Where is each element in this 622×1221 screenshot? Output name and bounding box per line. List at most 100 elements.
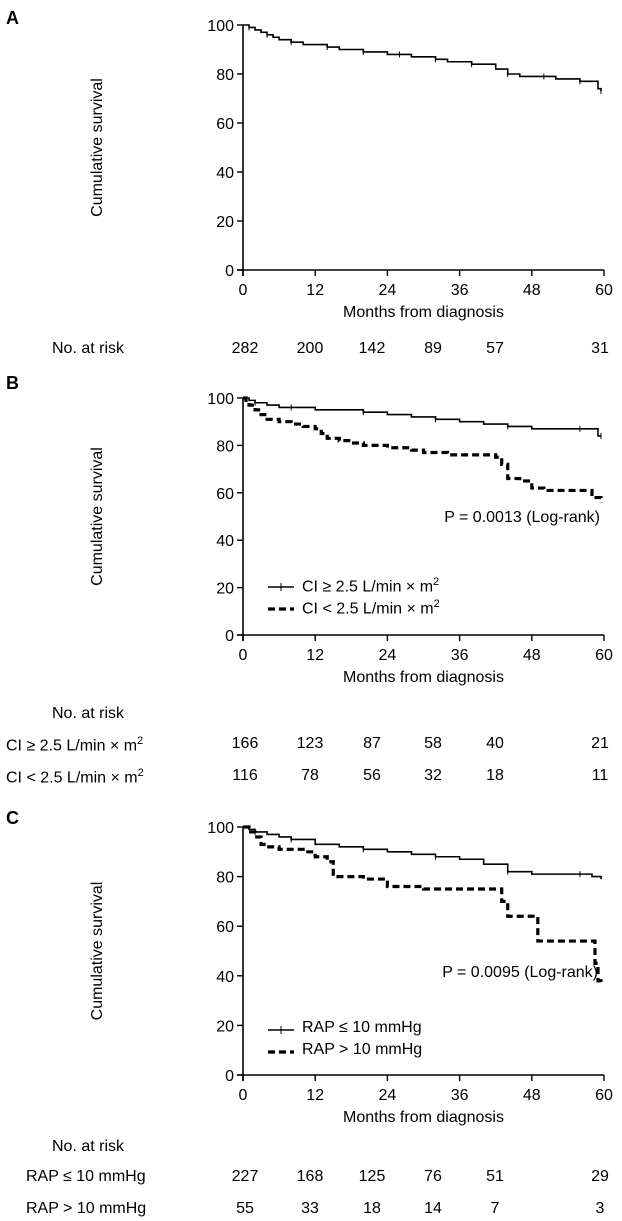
x-axis-label: Months from diagnosis — [343, 669, 504, 686]
x-tick-label: 36 — [451, 282, 469, 299]
risk-count: 3 — [595, 1200, 605, 1217]
x-axis-label: Months from diagnosis — [343, 1109, 504, 1126]
series-line-0 — [243, 397, 601, 437]
risk-row-label-0-text: RAP ≤ 10 mmHg — [26, 1168, 146, 1185]
risk-count: 32 — [424, 767, 442, 784]
risk-count: 227 — [231, 1168, 259, 1185]
x-tick-label: 24 — [379, 647, 397, 664]
risk-row-label-1-superscript: 2 — [137, 767, 144, 779]
risk-count: 166 — [231, 735, 259, 752]
risk-count: 18 — [363, 1200, 381, 1217]
risk-count: 55 — [236, 1200, 254, 1217]
x-tick-label: 48 — [523, 282, 541, 299]
y-tick-label: 80 — [216, 67, 234, 84]
risk-count: 78 — [301, 767, 319, 784]
y-axis-label: Cumulative survival — [89, 447, 106, 586]
risk-count: 33 — [301, 1200, 319, 1217]
y-tick-label: 40 — [216, 969, 234, 986]
y-tick-label: 100 — [207, 391, 234, 408]
x-tick-label: 60 — [595, 282, 613, 299]
survival-plot: 0 20 40 60 80 100 0 12 24 36 48 60 Months from diagn… — [89, 820, 613, 1126]
x-tick-label: 12 — [306, 282, 324, 299]
y-tick-label: 40 — [216, 165, 234, 182]
x-tick-label: 60 — [595, 647, 613, 664]
panel-b: B 0 20 40 60 80 100 0 12 24 36 48 60 Months from diag… — [0, 365, 622, 786]
x-tick-label: 36 — [451, 1087, 469, 1104]
risk-row-label-1: RAP > 10 mmHg — [26, 1200, 146, 1218]
y-tick-label: 20 — [216, 581, 234, 598]
risk-count: 89 — [424, 340, 442, 357]
risk-count: 11 — [591, 767, 609, 784]
y-tick-label: 40 — [216, 533, 234, 550]
y-tick-label: 20 — [216, 1018, 234, 1035]
y-tick-label: 100 — [207, 820, 234, 837]
risk-count: 31 — [591, 340, 609, 357]
x-tick-label: 48 — [523, 1087, 541, 1104]
risk-table-title: No. at risk — [52, 705, 125, 722]
risk-count: 7 — [490, 1200, 500, 1217]
legend-label-0-text: RAP ≤ 10 mmHg — [302, 1019, 422, 1036]
x-tick-label: 0 — [239, 647, 248, 664]
series-line-0 — [243, 24, 602, 92]
y-axis-label: Cumulative survival — [89, 882, 106, 1021]
risk-count: 76 — [424, 1168, 442, 1185]
risk-table-title: No. at risk — [52, 1138, 125, 1155]
y-tick-label: 0 — [225, 263, 234, 280]
x-tick-label: 24 — [379, 282, 397, 299]
risk-count: 21 — [591, 735, 609, 752]
y-tick-label: 100 — [207, 18, 234, 35]
risk-row-label-1-text: RAP > 10 mmHg — [26, 1200, 147, 1217]
survival-plot: 0 20 40 60 80 100 0 12 24 36 48 60 Months from diagn… — [89, 18, 613, 321]
risk-count: 116 — [232, 767, 258, 784]
risk-count: 87 — [363, 735, 381, 752]
risk-count: 14 — [424, 1200, 442, 1217]
panel-letter: A — [6, 8, 19, 28]
series-line-1 — [243, 396, 603, 503]
y-tick-label: 60 — [216, 919, 234, 936]
log-rank-annotation: P = 0.0095 (Log-rank) — [442, 964, 598, 981]
legend-label-1-text: RAP > 10 mmHg — [302, 1041, 423, 1058]
survival-plot: 0 20 40 60 80 100 0 12 24 36 48 60 Months from diagn… — [89, 391, 613, 686]
risk-count: 58 — [424, 735, 442, 752]
legend-label-1-text: CI < 2.5 L/min × m — [302, 600, 434, 618]
x-tick-label: 0 — [239, 1087, 248, 1104]
y-tick-label: 60 — [216, 116, 234, 133]
legend-label-0: RAP ≤ 10 mmHg — [302, 1019, 422, 1037]
y-tick-label: 80 — [216, 438, 234, 455]
legend-label-1: RAP > 10 mmHg — [302, 1041, 422, 1059]
risk-row-label-0: CI ≥ 2.5 L/min × m2 — [6, 735, 143, 755]
y-tick-label: 0 — [225, 628, 234, 645]
series-line-1 — [243, 825, 603, 986]
risk-row-label-0: RAP ≤ 10 mmHg — [26, 1168, 146, 1186]
risk-count: 282 — [231, 340, 259, 357]
x-tick-label: 48 — [523, 647, 541, 664]
risk-count: 125 — [358, 1168, 386, 1185]
y-tick-label: 0 — [225, 1068, 234, 1085]
risk-count: 51 — [486, 1168, 504, 1185]
risk-count: 40 — [486, 735, 504, 752]
risk-row-label-1-text: CI < 2.5 L/min × m — [6, 769, 138, 787]
x-tick-label: 24 — [379, 1087, 397, 1104]
risk-row-label-1: CI < 2.5 L/min × m2 — [6, 767, 144, 787]
legend-label-1-superscript: 2 — [433, 598, 440, 610]
risk-row-label-0-text: CI ≥ 2.5 L/min × m — [6, 737, 138, 755]
x-axis-label: Months from diagnosis — [343, 304, 504, 321]
legend-label-0-text: CI ≥ 2.5 L/min × m — [302, 578, 434, 596]
series-line-0 — [243, 826, 602, 880]
x-tick-label: 36 — [451, 647, 469, 664]
risk-count: 57 — [486, 340, 504, 357]
panel-letter: B — [6, 373, 19, 393]
x-tick-label: 60 — [595, 1087, 613, 1104]
risk-count: 29 — [591, 1168, 609, 1185]
y-axis-label: Cumulative survival — [89, 78, 106, 217]
y-tick-label: 20 — [216, 214, 234, 231]
legend-label-1: CI < 2.5 L/min × m2 — [302, 598, 440, 618]
risk-row-label-0-superscript: 2 — [137, 735, 144, 747]
risk-table-title: No. at risk — [52, 340, 125, 357]
x-tick-label: 0 — [239, 282, 248, 299]
panel-c: C 0 20 40 60 80 100 0 12 24 36 48 60 Months from diag… — [0, 800, 622, 1217]
legend-label-0: CI ≥ 2.5 L/min × m2 — [302, 576, 439, 596]
log-rank-annotation: P = 0.0013 (Log-rank) — [444, 509, 600, 526]
y-tick-label: 60 — [216, 486, 234, 503]
risk-count: 56 — [363, 767, 381, 784]
